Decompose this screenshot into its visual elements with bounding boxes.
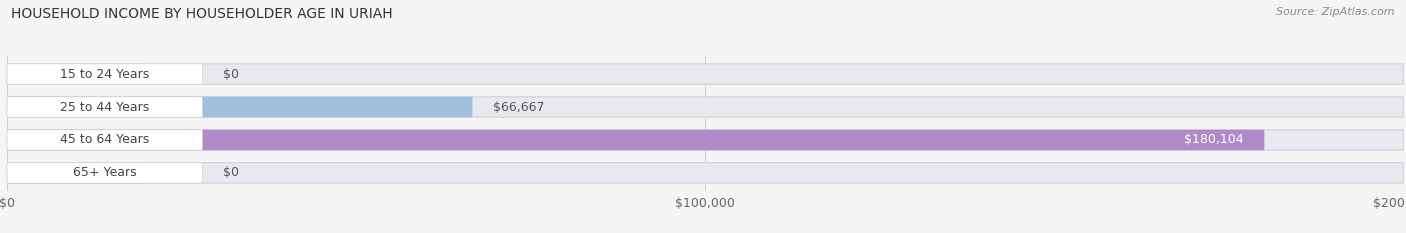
- Text: 65+ Years: 65+ Years: [73, 166, 136, 179]
- FancyBboxPatch shape: [7, 130, 1264, 150]
- Text: $0: $0: [224, 166, 239, 179]
- FancyBboxPatch shape: [7, 163, 202, 183]
- Text: 15 to 24 Years: 15 to 24 Years: [60, 68, 149, 81]
- FancyBboxPatch shape: [7, 163, 143, 183]
- Text: $180,104: $180,104: [1184, 134, 1243, 147]
- FancyBboxPatch shape: [7, 64, 1403, 84]
- FancyBboxPatch shape: [7, 130, 1403, 150]
- FancyBboxPatch shape: [7, 97, 472, 117]
- Text: 25 to 44 Years: 25 to 44 Years: [60, 100, 149, 113]
- Text: $0: $0: [224, 68, 239, 81]
- FancyBboxPatch shape: [7, 97, 1403, 117]
- Text: Source: ZipAtlas.com: Source: ZipAtlas.com: [1277, 7, 1395, 17]
- FancyBboxPatch shape: [7, 163, 1403, 183]
- FancyBboxPatch shape: [7, 64, 143, 84]
- Text: HOUSEHOLD INCOME BY HOUSEHOLDER AGE IN URIAH: HOUSEHOLD INCOME BY HOUSEHOLDER AGE IN U…: [11, 7, 392, 21]
- FancyBboxPatch shape: [7, 130, 202, 150]
- Text: $66,667: $66,667: [494, 100, 546, 113]
- Text: 45 to 64 Years: 45 to 64 Years: [60, 134, 149, 147]
- FancyBboxPatch shape: [7, 64, 202, 84]
- FancyBboxPatch shape: [7, 97, 202, 117]
